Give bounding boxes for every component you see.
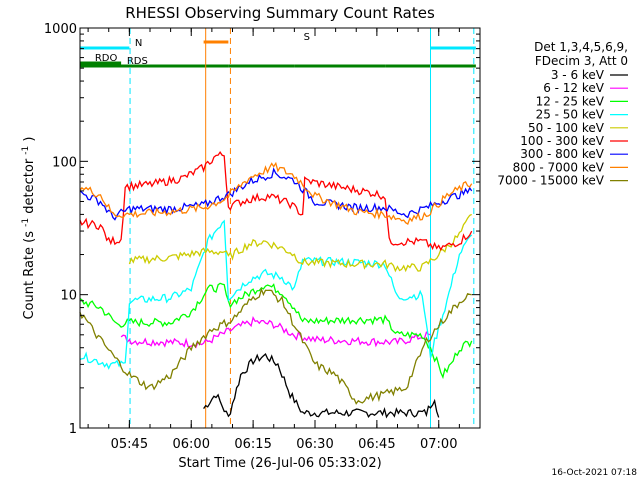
y-tick-label: 1: [69, 422, 77, 437]
legend-label: 800 - 7000 keV: [513, 160, 605, 174]
x-tick-label: 05:45: [111, 437, 148, 452]
flag-label-n: N: [135, 38, 142, 49]
legend: Det 1,3,4,5,6,9, FDecim 3, Att 0 3 - 6 k…: [497, 40, 628, 188]
x-tick-label: 06:00: [173, 437, 210, 452]
x-tick-label: 06:45: [358, 437, 395, 452]
legend-label: 25 - 50 keV: [536, 108, 605, 122]
series-line: [79, 167, 473, 221]
flag-label-s: S: [304, 32, 310, 43]
y-axis-label: Count Rate (s -1 detector -1 ): [17, 136, 37, 319]
legend-label: 300 - 800 keV: [520, 147, 604, 161]
legend-label: 12 - 25 keV: [536, 94, 605, 108]
series-line: [79, 287, 472, 405]
y-axis-label-exponent-2: -1: [21, 146, 31, 155]
series-line: [79, 151, 473, 252]
x-tick-label: 06:30: [296, 437, 333, 452]
series-line: [203, 353, 440, 419]
y-axis-label-start: Count Rate (s: [22, 231, 37, 320]
series-line: [79, 219, 473, 370]
legend-label: 7000 - 15000 keV: [497, 174, 604, 188]
mode-change-lines: [79, 28, 475, 428]
y-axis-label-exponent: -1: [21, 218, 31, 227]
legend-header-line-2: FDecim 3, Att 0: [535, 54, 628, 68]
flag-label-rds: RDS: [127, 56, 148, 67]
y-tick-label: 1000: [44, 22, 77, 37]
series-line: [128, 213, 472, 273]
y-tick-label: 10: [60, 289, 77, 304]
x-tick-label: 07:00: [420, 437, 457, 452]
legend-header-line-1: Det 1,3,4,5,6,9,: [534, 40, 628, 54]
flag-label-rdo: RDO: [95, 53, 118, 64]
legend-label: 6 - 12 keV: [543, 81, 605, 95]
legend-label: 100 - 300 keV: [520, 134, 604, 148]
series-line: [120, 315, 431, 349]
series-line: [79, 161, 473, 225]
y-tick-label: 100: [52, 155, 77, 170]
series-lines: [79, 151, 473, 419]
legend-label: 50 - 100 keV: [528, 121, 605, 135]
series-line: [79, 282, 473, 380]
x-tick-label: 06:15: [234, 437, 271, 452]
x-axis: 05:45 06:00 06:15 06:30 06:45 07:00: [87, 28, 460, 452]
y-axis-label-end: ): [22, 136, 37, 141]
plot-frame: [79, 27, 481, 429]
footer-timestamp: 16-Oct-2021 07:18: [552, 468, 638, 478]
x-axis-label: Start Time (26-Jul-06 05:33:02): [178, 456, 381, 471]
chart-title: RHESSI Observing Summary Count Rates: [125, 4, 435, 22]
y-axis-label-detector: detector: [22, 158, 37, 214]
flag-bars: N S RDO RDS: [79, 32, 476, 68]
legend-label: 3 - 6 keV: [551, 68, 605, 82]
y-axis: 1 10 100 1000: [44, 22, 480, 437]
